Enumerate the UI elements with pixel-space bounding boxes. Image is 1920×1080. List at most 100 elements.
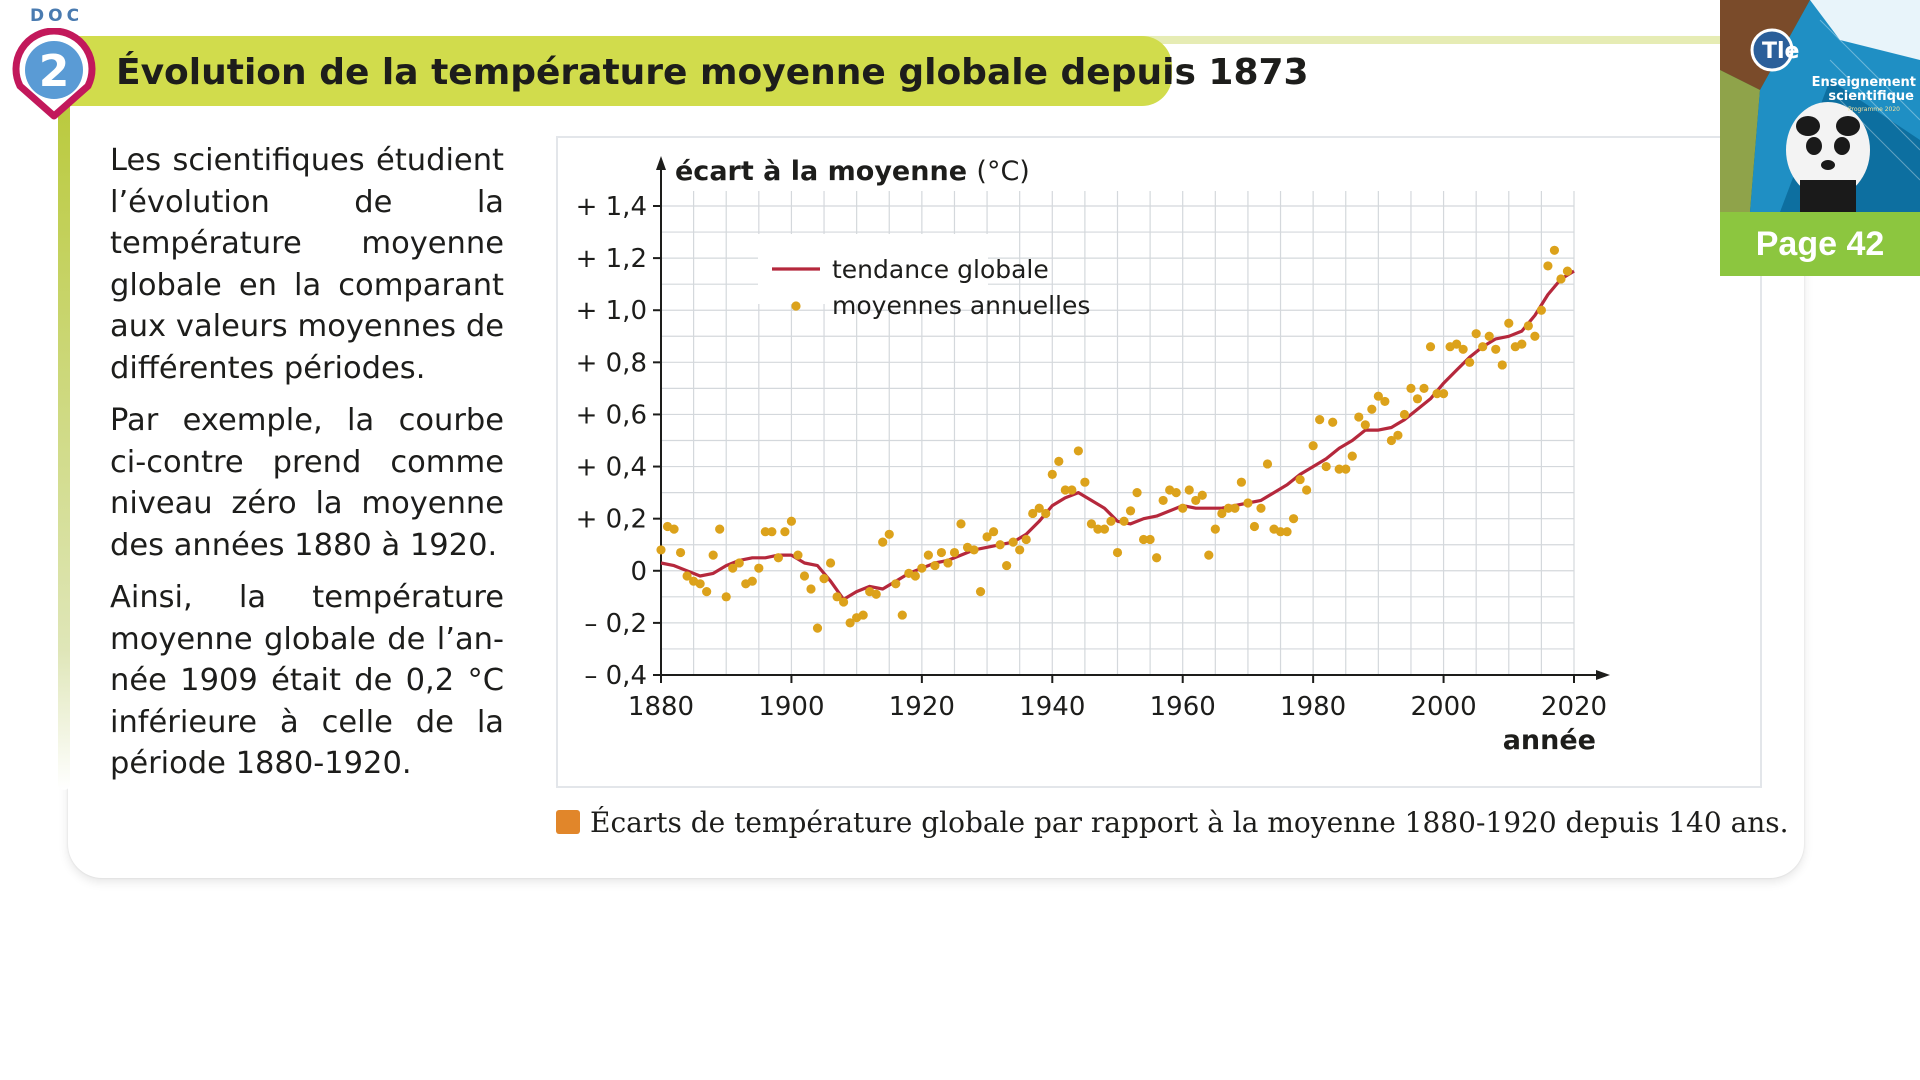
legend-point-swatch [791,301,801,311]
annual-point [1008,537,1018,547]
annual-point [845,618,855,628]
annual-point [1002,560,1012,571]
annual-point [760,527,770,537]
annual-point [930,560,940,571]
annual-point [1047,469,1057,479]
annual-point [669,524,679,534]
y-tick-label: – 0,4 [584,661,647,691]
page-badge: Page 42 [1720,212,1920,276]
annual-point [1217,508,1227,519]
x-tick-label: 1940 [1019,692,1085,722]
annual-point [839,597,849,607]
annual-point [1282,527,1292,537]
annual-point [1517,339,1527,349]
annual-point [1504,318,1514,328]
annual-point [1367,404,1377,414]
annual-point [1171,488,1181,498]
annual-point [1106,516,1116,526]
y-tick-label: + 1,0 [576,296,647,326]
annual-point [1262,459,1273,469]
annual-point [1210,524,1220,534]
annual-point [1393,430,1403,440]
annual-point [1360,420,1370,430]
annual-point [1549,245,1560,255]
annual-point [1399,409,1410,420]
annual-point [695,579,705,589]
x-axis-arrow [1596,670,1610,680]
annual-point [721,592,731,602]
doc-number: 2 [39,46,70,97]
annual-point [1099,524,1110,534]
annual-point [982,532,992,542]
y-axis-title-unit: (°C) [976,156,1029,187]
annual-point [734,558,744,568]
annual-point [799,571,810,581]
card-accent-bar [58,90,70,790]
annual-point [1432,389,1442,399]
annual-point [1145,534,1155,545]
annual-point [806,584,816,594]
annual-point [1334,464,1344,474]
annual-point [1152,553,1162,563]
book-subtitle: Programme 2020 [1848,106,1900,113]
annual-point [1119,516,1129,526]
annual-point [728,563,738,573]
annual-point [1425,342,1436,352]
annual-point [1452,339,1462,349]
annual-point [1543,261,1553,271]
y-tick-label: – 0,2 [584,609,647,639]
x-tick-label: 1880 [628,692,694,722]
annual-point [747,576,757,586]
annual-point [1478,342,1488,352]
annual-point [1347,451,1357,461]
annual-point [1256,503,1266,513]
annual-point [793,550,803,560]
annual-point [910,571,920,581]
doc-label: DOC [30,6,84,26]
annual-point [1328,417,1338,427]
y-tick-label: 0 [630,557,647,587]
annual-point [975,587,986,597]
annual-point [1497,360,1507,370]
annual-point [1138,534,1149,545]
annual-point [1249,521,1260,532]
annual-point [969,545,979,555]
annual-point [1386,435,1396,446]
annual-point [1341,464,1351,474]
annual-point [780,527,790,537]
annual-point [1556,274,1566,284]
annual-point [1465,357,1475,367]
annual-point [715,524,725,534]
figure-caption: Écarts de température globale par rappor… [556,806,1789,839]
y-tick-label: + 1,4 [576,192,647,222]
y-axis-title-bold: écart à la moyenne [675,156,976,187]
annual-point [1086,519,1097,529]
annual-point [878,537,888,547]
annual-point [1112,547,1123,558]
book-cover-thumbnail[interactable]: Tle Enseignement scientifique Programme … [1720,0,1920,212]
doc-number-badge: 2 [12,28,96,120]
annual-point [1295,474,1305,485]
annual-point [1354,412,1364,422]
annual-point [786,516,797,526]
annual-point [767,527,777,537]
annual-point [702,587,712,597]
annual-point [936,547,947,558]
annual-point [1073,446,1083,456]
x-tick-label: 1960 [1150,692,1216,722]
y-tick-label: + 0,6 [576,400,647,430]
annual-point [956,519,966,529]
annual-point [1236,477,1247,487]
y-tick-label: + 1,2 [576,244,647,274]
annual-point [1132,488,1142,498]
annual-point [1275,527,1286,537]
annual-point [1484,331,1494,341]
temperature-chart: + 1,4 + 1,2 + 1,0 + 0,8 + 0,6 + 0,4 + 0,2 0 – 0,… [576,156,1610,756]
annual-point [1419,383,1429,393]
paragraph-3: Ainsi, la température moyenne globale de… [110,580,504,781]
legend-label-points: moyennes annuelles [832,291,1090,320]
annual-point [871,589,881,599]
annual-point [1204,550,1214,560]
x-tick-label: 1900 [758,692,824,722]
annual-point [682,571,692,581]
